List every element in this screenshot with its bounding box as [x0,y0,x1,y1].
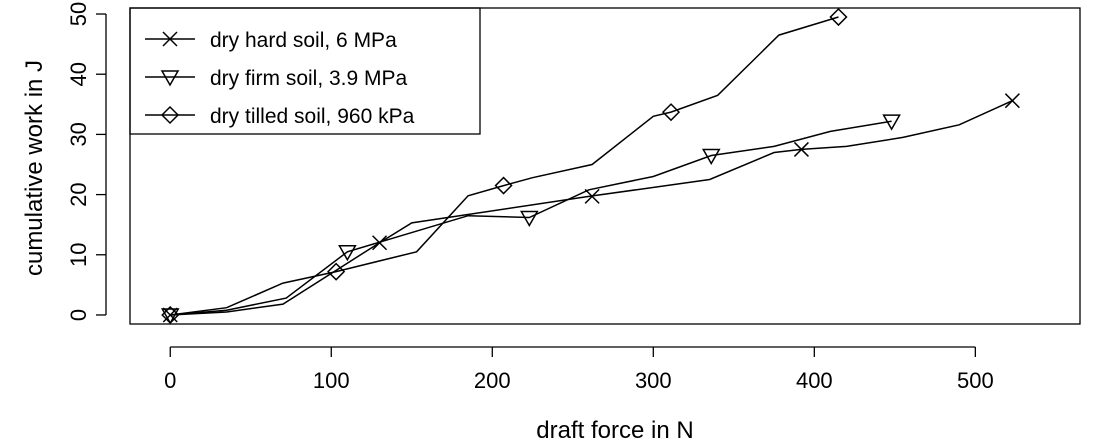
series-1-point [584,188,600,204]
legend-marker [160,105,180,125]
series-2-point [160,308,180,325]
legend-label: dry hard soil, 6 MPa [210,29,397,52]
series-1-point [162,307,178,323]
legend-box [129,7,481,135]
x-tick-label: 100 [313,368,350,393]
y-tick-label: 50 [66,2,91,26]
x-tick-label: 300 [635,368,672,393]
x-tick-label: 0 [164,368,176,393]
series-3-point [161,305,180,325]
series-line-2 [170,120,892,316]
series-2-point [520,210,539,227]
series-3-point [661,103,681,122]
y-tick-label: 0 [66,309,91,321]
series-3-point [829,7,848,27]
y-tick-label: 30 [66,122,91,146]
series-line-3 [170,16,839,316]
legend-label: dry tilled soil, 960 kPa [210,105,415,128]
series-2-point [701,148,721,165]
legend-marker [160,70,180,87]
series-3-point [494,176,513,195]
y-axis-title: cumulative work in J [21,60,48,276]
y-tick-label: 20 [66,182,91,206]
x-tick-label: 400 [796,368,833,393]
y-tick-label: 10 [66,243,91,267]
series-1-point [1004,93,1020,109]
series-2-point [338,245,357,262]
series-3-point [327,262,346,281]
series-2-point [882,114,901,131]
legend-marker [162,31,178,47]
x-tick-label: 500 [957,368,994,393]
series-line-1 [170,100,1013,316]
x-axis-title: draft force in N [536,417,693,444]
x-tick-label: 200 [474,368,511,393]
y-tick-label: 40 [66,62,91,86]
series-1-point [793,141,809,157]
plot-frame [129,7,1081,325]
legend-label: dry firm soil, 3.9 MPa [210,67,408,90]
